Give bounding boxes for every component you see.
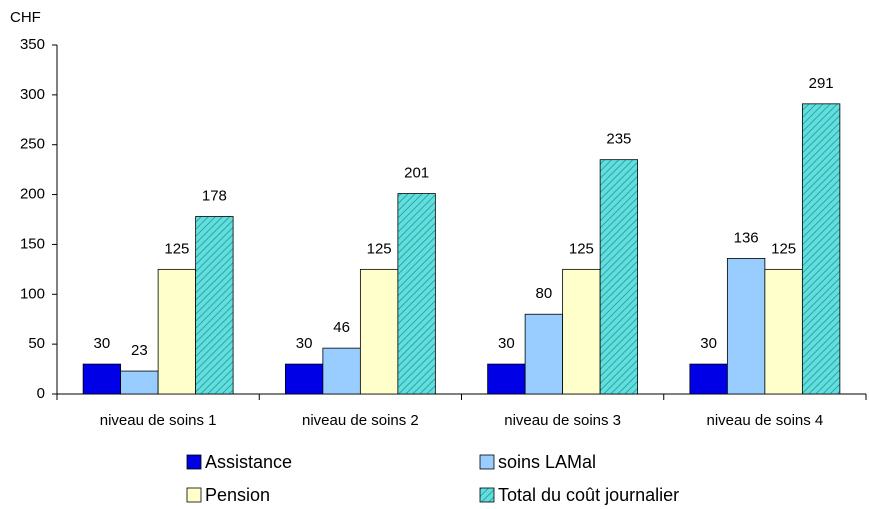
bar	[524, 313, 564, 395]
data-label: 30	[296, 335, 313, 352]
bar	[284, 363, 324, 395]
x-tick-label: niveau de soins 2	[302, 412, 419, 429]
y-tick-label: 0	[37, 385, 45, 402]
legend-label: Total du coût journalier	[498, 485, 679, 505]
bar	[82, 363, 122, 395]
bar	[726, 257, 766, 395]
legend-swatch	[186, 487, 202, 503]
legend-swatch	[186, 454, 202, 470]
bar	[562, 268, 601, 395]
y-tick-label: 200	[20, 186, 45, 203]
bar	[764, 268, 803, 395]
y-tick-label: 150	[20, 235, 45, 252]
y-tick-label: 100	[20, 285, 45, 302]
legend-swatch	[479, 487, 495, 503]
x-tick-label: niveau de soins 4	[707, 412, 824, 429]
bar	[359, 268, 399, 395]
data-label: 80	[536, 285, 553, 302]
bar	[195, 216, 234, 395]
data-label: 23	[131, 342, 148, 359]
bar	[157, 268, 197, 395]
data-label: 136	[734, 229, 759, 246]
data-label: 178	[202, 187, 227, 204]
x-tick-label: niveau de soins 3	[504, 412, 621, 429]
data-label: 291	[809, 75, 834, 92]
x-tick-label: niveau de soins 1	[100, 412, 217, 429]
bar	[322, 347, 361, 395]
bar	[599, 159, 639, 395]
data-label: 125	[569, 240, 594, 257]
y-tick-label: 50	[28, 335, 45, 352]
y-tick-label: 300	[20, 86, 45, 103]
legend-swatch	[479, 454, 495, 470]
legend-label: soins LAMal	[498, 452, 596, 472]
legend-label: Pension	[205, 485, 270, 505]
bar	[487, 363, 526, 395]
bar	[397, 193, 436, 395]
data-label: 125	[367, 240, 392, 257]
y-axis-label: CHF	[10, 9, 41, 26]
y-tick-label: 350	[20, 36, 45, 53]
data-label: 201	[404, 165, 429, 182]
data-label: 235	[606, 131, 631, 148]
data-label: 125	[164, 240, 189, 257]
legend-label: Assistance	[205, 452, 292, 472]
data-label: 46	[333, 319, 350, 336]
bar	[120, 370, 159, 395]
data-label: 30	[700, 335, 717, 352]
y-tick-label: 250	[20, 136, 45, 153]
bar	[801, 103, 841, 395]
bar	[689, 363, 728, 395]
data-label: 30	[94, 335, 111, 352]
data-label: 30	[498, 335, 515, 352]
data-label: 125	[771, 240, 796, 257]
